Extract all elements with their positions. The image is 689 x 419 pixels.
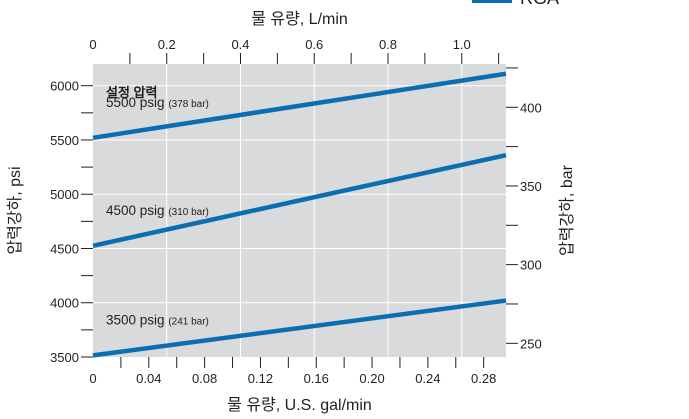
series-line xyxy=(92,298,507,358)
x-bottom-tick-label: 0.20 xyxy=(359,371,384,386)
x-bottom-axis-title: 물 유량, U.S. gal/min xyxy=(227,396,372,414)
x-bottom-tick-label: 0.08 xyxy=(192,371,217,386)
series-line xyxy=(92,152,507,248)
x-bottom-tick-label: 0.28 xyxy=(471,371,496,386)
y-left-tick-label: 4500 xyxy=(50,241,79,256)
x-bottom-tick-label: 0.04 xyxy=(136,371,161,386)
y-left-tick-label: 4000 xyxy=(50,296,79,311)
set-pressure-label: 설정 압력 xyxy=(106,85,157,100)
legend-swatch xyxy=(472,0,512,3)
series-label: 4500 psig (310 bar) xyxy=(106,203,209,218)
y-right-tick-label: 250 xyxy=(520,336,542,351)
y-left-axis-title: 압력강하, psi xyxy=(6,166,24,254)
y-right-tick-label: 300 xyxy=(520,258,542,273)
x-top-tick-label: 0 xyxy=(89,37,96,52)
series-group xyxy=(92,71,507,358)
labels-group: 5500 psig (378 bar) 4500 psig (310 bar) 35… xyxy=(6,10,576,414)
x-top-axis-title: 물 유량, L/min xyxy=(251,10,348,28)
legend-label: RGA xyxy=(520,0,559,9)
y-left-tick-label: 5000 xyxy=(50,187,79,202)
x-top-tick-label: 0.2 xyxy=(158,37,176,52)
y-left-tick-label: 6000 xyxy=(50,79,79,94)
x-top-tick-label: 0.8 xyxy=(379,37,397,52)
y-right-axis-title: 압력강하, bar xyxy=(558,164,576,256)
x-bottom-tick-label: 0.16 xyxy=(304,371,329,386)
y-right-tick-label: 350 xyxy=(520,179,542,194)
y-left-tick-label: 3500 xyxy=(50,350,79,365)
x-bottom-tick-label: 0.24 xyxy=(415,371,440,386)
y-left-tick-label: 5500 xyxy=(50,133,79,148)
axes-group xyxy=(81,53,518,368)
x-bottom-tick-label: 0 xyxy=(89,371,96,386)
y-right-tick-label: 400 xyxy=(520,100,542,115)
series-label: 3500 psig (241 bar) xyxy=(106,312,209,327)
x-top-tick-label: 0.4 xyxy=(231,37,249,52)
x-top-tick-label: 1.0 xyxy=(453,37,471,52)
x-top-tick-label: 0.6 xyxy=(305,37,323,52)
x-bottom-tick-label: 0.12 xyxy=(248,371,273,386)
series-line xyxy=(92,71,507,141)
series-label: 5500 psig (378 bar) xyxy=(106,95,209,110)
